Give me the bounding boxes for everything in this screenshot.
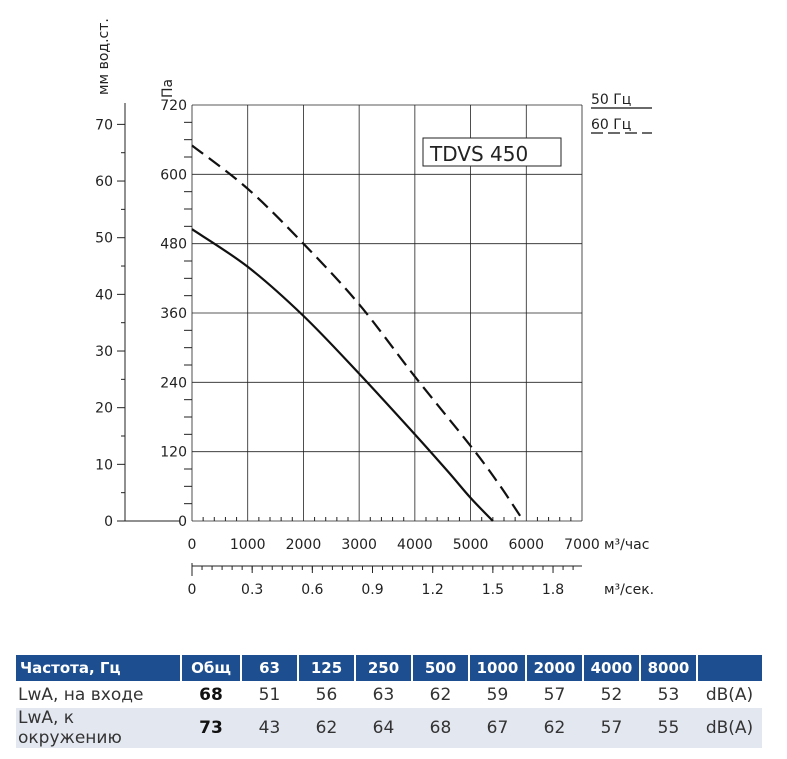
cell-value: 55 [640,708,697,748]
y2-tick-label: 30 [95,344,113,360]
cell-value: 59 [469,681,526,708]
header-unit [697,655,762,681]
y2-tick-label: 20 [95,401,113,417]
header-4000: 4000 [583,655,641,681]
row-total: 68 [181,681,241,708]
legend-label-60hz: 60 Гц [591,117,631,133]
y-tick-label: 600 [160,167,187,183]
chart-series [191,144,525,522]
legend: 50 Гц 60 Гц [591,92,652,134]
cell-value: 57 [526,681,583,708]
y2-axis-label: мм вод.ст. [96,18,112,95]
x2-tick-label: 0.6 [301,582,323,598]
legend-label-50hz: 50 Гц [591,92,631,108]
row-unit: dB(A) [697,708,762,748]
header-125: 125 [298,655,356,681]
x-tick-label: 2000 [286,537,322,553]
y2-tick-label: 10 [95,457,113,473]
header-500: 500 [412,655,470,681]
series-line-60hz [191,144,525,522]
table-row: LwA, к окружению 73 43 62 64 68 67 62 57… [16,708,762,748]
header-1000: 1000 [469,655,527,681]
x2-tick-label: 1.2 [422,582,444,598]
row-unit: dB(A) [697,681,762,708]
header-2000: 2000 [526,655,584,681]
y-tick-label: 720 [160,98,187,114]
cell-value: 56 [298,681,355,708]
row-label: LwA, на входе [16,681,181,708]
y2-tick-label: 60 [95,174,113,190]
cell-value: 43 [241,708,298,748]
fan-performance-chart: 0 1000 2000 3000 4000 5000 6000 700001202403604… [95,18,654,598]
x-tick-label: 3000 [341,537,377,553]
x-tick-label: 7000 [564,537,600,553]
x2-tick-label: 0.3 [241,582,263,598]
y-tick-label: 240 [160,375,187,391]
x2-tick-label: 0.9 [361,582,383,598]
x-tick-label: 4000 [397,537,433,553]
header-8000: 8000 [640,655,698,681]
sound-power-table: Частота, Гц Общ 63 125 250 500 1000 2000… [16,655,762,748]
y-tick-label: 0 [178,514,187,530]
x-tick-label: 5000 [453,537,489,553]
y-tick-label: 480 [160,237,187,253]
y-tick-label: 120 [160,445,187,461]
row-total: 73 [181,708,241,748]
series-line-50hz [191,228,494,522]
header-63: 63 [241,655,299,681]
x2-tick-label: 1.8 [542,582,564,598]
chart-title-box [422,137,562,167]
cell-value: 51 [241,681,298,708]
x-tick-label: 6000 [508,537,544,553]
header-250: 250 [355,655,413,681]
chart-axes: 0 1000 2000 3000 4000 5000 6000 700001202403604… [95,98,600,598]
table-header-row: Частота, Гц Общ 63 125 250 500 1000 2000… [16,655,762,681]
x2-tick-label: 1.5 [482,582,504,598]
x2-tick-label: 0 [188,582,197,598]
y2-tick-label: 0 [104,514,113,530]
cell-value: 67 [469,708,526,748]
table-row: LwA, на входе 68 51 56 63 62 59 57 52 53… [16,681,762,708]
x-tick-label: 0 [188,537,197,553]
y2-tick-label: 50 [95,231,113,247]
row-label: LwA, к окружению [16,708,181,748]
cell-value: 62 [526,708,583,748]
chart-grid [191,104,583,522]
cell-value: 52 [583,681,640,708]
cell-value: 57 [583,708,640,748]
y-tick-label: 360 [160,306,187,322]
header-total: Общ [181,655,242,681]
cell-value: 64 [355,708,412,748]
cell-value: 68 [412,708,469,748]
cell-value: 62 [298,708,355,748]
cell-value: 62 [412,681,469,708]
cell-value: 63 [355,681,412,708]
y2-tick-label: 70 [95,117,113,133]
x-axis-label: м³/час [604,537,649,553]
y2-tick-label: 40 [95,287,113,303]
cell-value: 53 [640,681,697,708]
x-tick-label: 1000 [230,537,266,553]
y-axis-label: Па [160,79,176,98]
header-frequency: Частота, Гц [16,655,182,681]
chart-title: TDVS 450 [429,142,528,166]
x2-axis-label: м³/сек. [604,582,654,598]
